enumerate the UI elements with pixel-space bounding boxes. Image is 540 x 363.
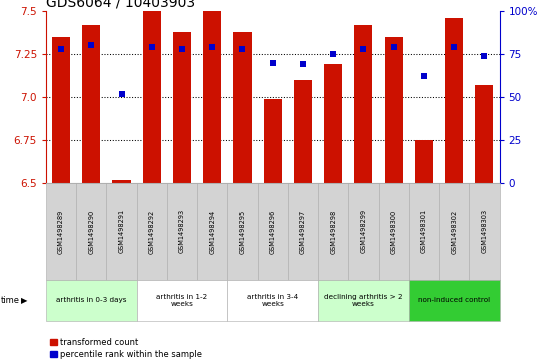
Point <box>147 44 156 50</box>
FancyBboxPatch shape <box>288 183 318 280</box>
Point <box>178 46 186 52</box>
Text: non-induced control: non-induced control <box>418 297 490 303</box>
Point <box>57 46 65 52</box>
Text: GSM1498299: GSM1498299 <box>360 209 367 253</box>
FancyBboxPatch shape <box>409 183 439 280</box>
Bar <box>203 11 221 183</box>
FancyBboxPatch shape <box>318 183 348 280</box>
Text: GSM1498303: GSM1498303 <box>481 209 488 253</box>
Point <box>450 44 458 50</box>
Bar <box>112 180 131 183</box>
FancyBboxPatch shape <box>46 183 76 280</box>
Legend: transformed count, percentile rank within the sample: transformed count, percentile rank withi… <box>50 338 202 359</box>
Text: arthritis in 0-3 days: arthritis in 0-3 days <box>56 297 126 303</box>
FancyBboxPatch shape <box>258 183 288 280</box>
FancyBboxPatch shape <box>318 280 409 321</box>
Bar <box>143 11 161 183</box>
Text: GSM1498290: GSM1498290 <box>88 209 94 253</box>
Bar <box>294 80 312 183</box>
Text: GSM1498300: GSM1498300 <box>390 209 397 253</box>
Bar <box>52 37 70 183</box>
Point <box>208 44 217 50</box>
Text: GSM1498302: GSM1498302 <box>451 209 457 253</box>
Point <box>238 46 247 52</box>
Text: ▶: ▶ <box>21 296 27 305</box>
FancyBboxPatch shape <box>76 183 106 280</box>
FancyBboxPatch shape <box>379 183 409 280</box>
Point <box>329 51 338 57</box>
FancyBboxPatch shape <box>439 183 469 280</box>
FancyBboxPatch shape <box>137 280 227 321</box>
Text: GSM1498297: GSM1498297 <box>300 209 306 253</box>
Point <box>299 61 307 67</box>
Bar <box>264 99 282 183</box>
Bar <box>173 32 191 183</box>
Point <box>420 73 428 79</box>
Text: arthritis in 1-2
weeks: arthritis in 1-2 weeks <box>157 294 207 307</box>
Text: GSM1498293: GSM1498293 <box>179 209 185 253</box>
Text: time: time <box>1 296 19 305</box>
Text: GDS6064 / 10403903: GDS6064 / 10403903 <box>46 0 195 10</box>
Bar <box>475 85 494 183</box>
Bar <box>324 64 342 183</box>
Text: GSM1498298: GSM1498298 <box>330 209 336 253</box>
Text: GSM1498296: GSM1498296 <box>269 209 276 253</box>
FancyBboxPatch shape <box>197 183 227 280</box>
Point <box>359 46 368 52</box>
FancyBboxPatch shape <box>227 183 258 280</box>
Text: declining arthritis > 2
weeks: declining arthritis > 2 weeks <box>324 294 403 307</box>
Bar <box>233 32 252 183</box>
Point <box>268 60 277 66</box>
Text: GSM1498301: GSM1498301 <box>421 209 427 253</box>
Text: arthritis in 3-4
weeks: arthritis in 3-4 weeks <box>247 294 298 307</box>
Text: GSM1498295: GSM1498295 <box>239 209 246 253</box>
Text: GSM1498291: GSM1498291 <box>118 209 125 253</box>
FancyBboxPatch shape <box>167 183 197 280</box>
FancyBboxPatch shape <box>137 183 167 280</box>
FancyBboxPatch shape <box>469 183 500 280</box>
Text: GSM1498289: GSM1498289 <box>58 209 64 253</box>
FancyBboxPatch shape <box>227 280 318 321</box>
FancyBboxPatch shape <box>106 183 137 280</box>
FancyBboxPatch shape <box>46 280 137 321</box>
Bar <box>354 25 373 183</box>
Point <box>87 42 96 48</box>
Bar <box>82 25 100 183</box>
Bar <box>445 18 463 183</box>
Text: GSM1498292: GSM1498292 <box>148 209 155 253</box>
Point <box>389 44 398 50</box>
Bar <box>384 37 403 183</box>
Bar <box>415 140 433 183</box>
Point <box>117 91 126 97</box>
Text: GSM1498294: GSM1498294 <box>209 209 215 253</box>
FancyBboxPatch shape <box>348 183 379 280</box>
FancyBboxPatch shape <box>409 280 500 321</box>
Point <box>480 53 489 58</box>
